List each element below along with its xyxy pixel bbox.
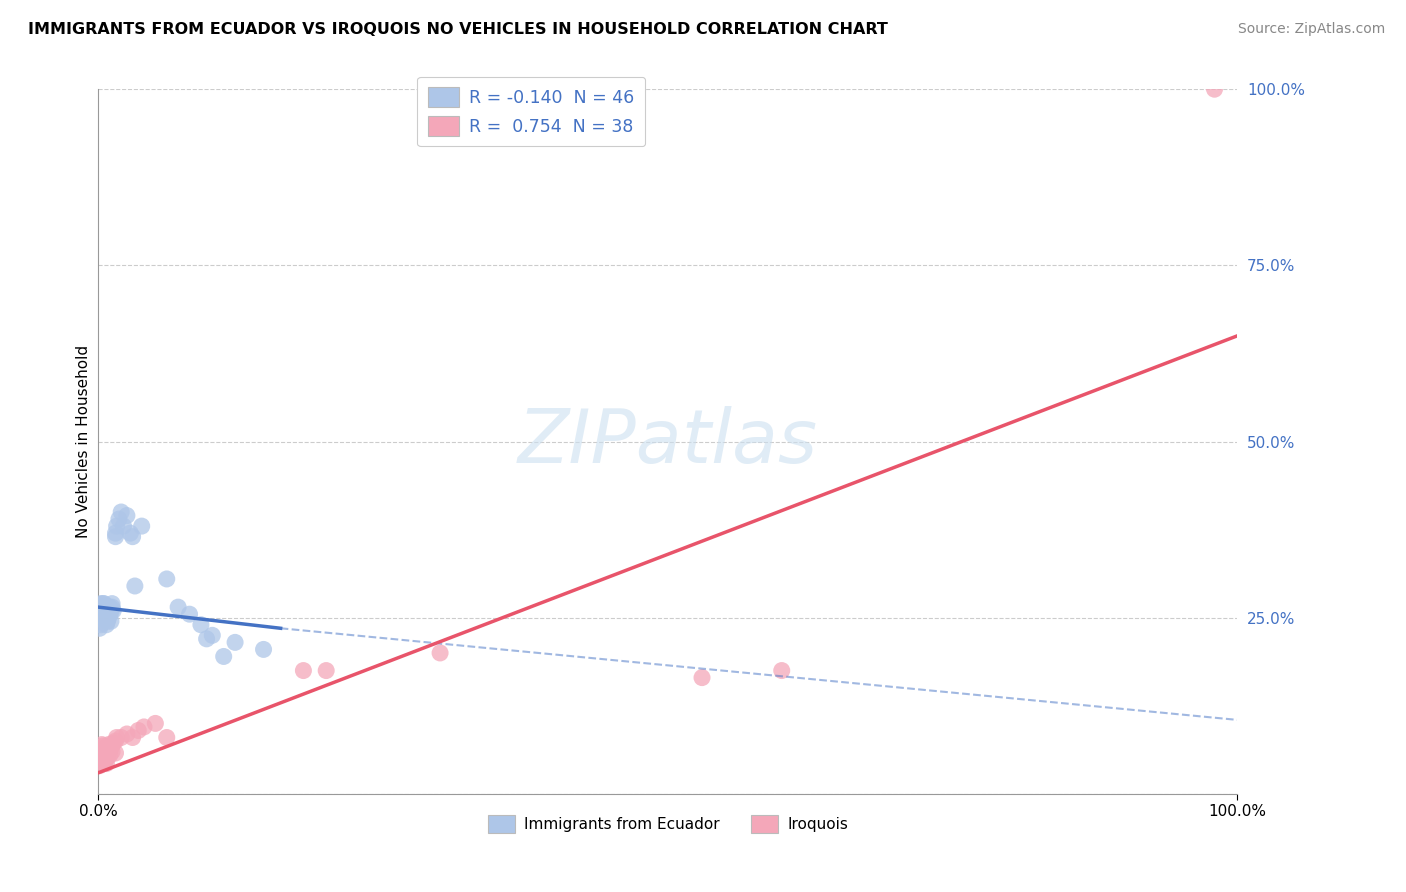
- Point: [96, 614, 118, 628]
- Point: [120, 526, 142, 541]
- Point: [101, 600, 124, 615]
- Point: [94, 612, 117, 626]
- Point: [121, 530, 143, 544]
- Point: [93, 597, 115, 611]
- Point: [1204, 82, 1226, 96]
- Point: [104, 746, 127, 760]
- Point: [96, 607, 118, 622]
- Point: [91, 750, 114, 764]
- Point: [101, 745, 124, 759]
- Point: [98, 600, 121, 615]
- Point: [103, 604, 125, 618]
- Point: [89, 607, 111, 622]
- Point: [91, 597, 114, 611]
- Point: [94, 604, 117, 618]
- Point: [156, 572, 179, 586]
- Point: [96, 600, 118, 615]
- Point: [104, 530, 127, 544]
- Point: [94, 746, 117, 760]
- Point: [124, 579, 146, 593]
- Point: [690, 671, 713, 685]
- Point: [115, 508, 138, 523]
- Point: [201, 628, 224, 642]
- Point: [94, 753, 117, 767]
- Point: [429, 646, 451, 660]
- Point: [97, 738, 120, 752]
- Point: [121, 731, 143, 745]
- Point: [101, 597, 124, 611]
- Point: [90, 597, 112, 611]
- Point: [90, 748, 112, 763]
- Point: [96, 743, 118, 757]
- Point: [179, 607, 201, 622]
- Point: [97, 610, 120, 624]
- Point: [90, 745, 112, 759]
- Point: [93, 756, 115, 771]
- Point: [115, 727, 138, 741]
- Point: [89, 741, 111, 756]
- Point: [195, 632, 218, 646]
- Point: [104, 526, 127, 541]
- Point: [127, 723, 149, 738]
- Point: [90, 755, 112, 769]
- Point: [93, 745, 115, 759]
- Point: [132, 720, 155, 734]
- Point: [96, 756, 118, 771]
- Point: [212, 649, 235, 664]
- Point: [156, 731, 179, 745]
- Point: [91, 739, 114, 753]
- Point: [105, 731, 128, 745]
- Point: [93, 604, 115, 618]
- Point: [100, 741, 122, 756]
- Point: [104, 734, 127, 748]
- Point: [224, 635, 246, 649]
- Legend: Immigrants from Ecuador, Iroquois: Immigrants from Ecuador, Iroquois: [481, 809, 855, 839]
- Text: ZIPatlas: ZIPatlas: [517, 406, 818, 477]
- Text: Source: ZipAtlas.com: Source: ZipAtlas.com: [1237, 22, 1385, 37]
- Point: [93, 610, 115, 624]
- Point: [90, 751, 112, 765]
- Point: [100, 614, 122, 628]
- Point: [770, 664, 793, 678]
- Point: [98, 607, 121, 622]
- Point: [89, 758, 111, 772]
- Point: [90, 617, 112, 632]
- Point: [112, 519, 135, 533]
- Point: [90, 610, 112, 624]
- Point: [98, 748, 121, 763]
- Point: [90, 600, 112, 615]
- Point: [167, 600, 190, 615]
- Point: [97, 600, 120, 615]
- Point: [110, 505, 132, 519]
- Text: IMMIGRANTS FROM ECUADOR VS IROQUOIS NO VEHICLES IN HOUSEHOLD CORRELATION CHART: IMMIGRANTS FROM ECUADOR VS IROQUOIS NO V…: [28, 22, 889, 37]
- Point: [110, 731, 132, 745]
- Y-axis label: No Vehicles in Household: No Vehicles in Household: [76, 345, 91, 538]
- Point: [96, 617, 118, 632]
- Point: [90, 738, 112, 752]
- Point: [103, 736, 125, 750]
- Point: [100, 605, 122, 619]
- Point: [96, 750, 118, 764]
- Point: [292, 664, 315, 678]
- Point: [105, 519, 128, 533]
- Point: [131, 519, 153, 533]
- Point: [315, 664, 337, 678]
- Point: [252, 642, 274, 657]
- Point: [145, 716, 167, 731]
- Point: [91, 607, 114, 622]
- Point: [190, 617, 212, 632]
- Point: [89, 621, 111, 635]
- Point: [96, 741, 118, 756]
- Point: [108, 512, 131, 526]
